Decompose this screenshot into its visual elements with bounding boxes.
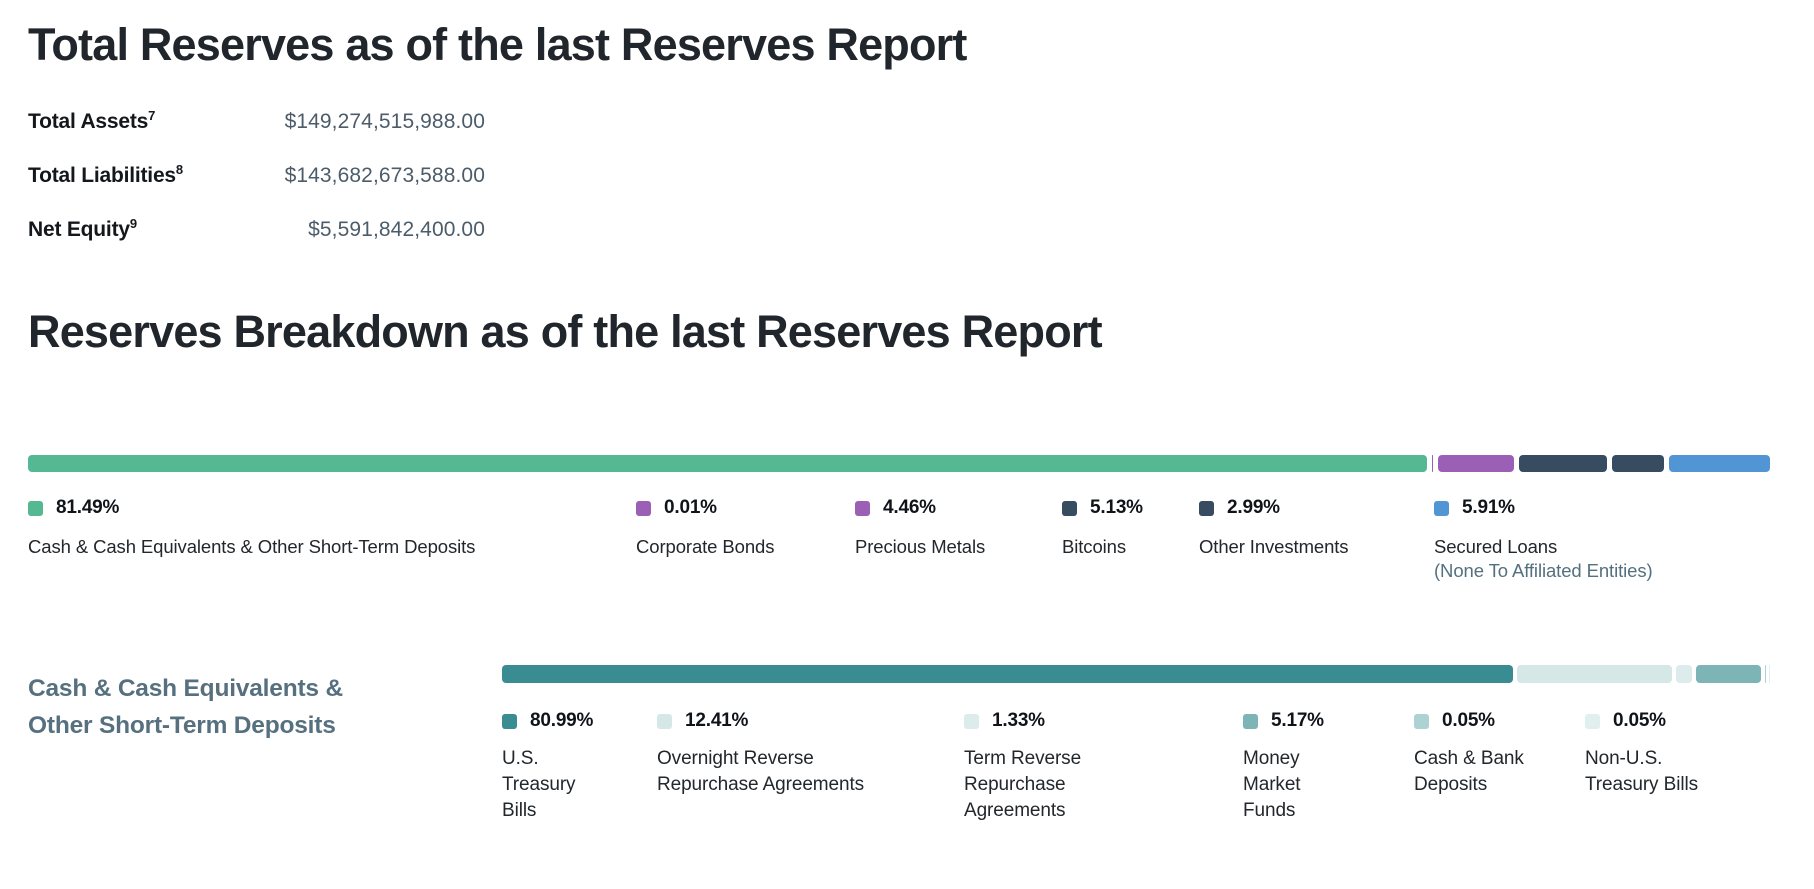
table-row: Net Equity9 $5,591,842,400.00 [28, 216, 1770, 249]
legend-sublabel: (None To Affiliated Entities) [1434, 560, 1653, 581]
stat-label-text: Net Equity [28, 218, 130, 241]
cash-equivalents-section: Cash & Cash Equivalents & Other Short-Te… [28, 665, 1770, 824]
legend-item-precious-metals: 4.46% Precious Metals [855, 497, 1062, 559]
bar-segment-term-reverse-repo[interactable] [1675, 665, 1693, 683]
legend-pct: 2.99% [1227, 497, 1280, 518]
legend-swatch-icon [636, 500, 651, 516]
legend-label: Precious Metals [855, 536, 986, 557]
legend-label: Other Investments [1199, 536, 1349, 557]
legend-pct-row: 5.17% [1243, 710, 1414, 732]
legend-pct: 80.99% [530, 710, 594, 731]
legend-swatch-icon [1434, 500, 1449, 516]
stat-label-text: Total Liabilities [28, 164, 176, 187]
legend-pct: 12.41% [685, 710, 749, 731]
legend-item-us-treasury-bills: 80.99% U.S. Treasury Bills [502, 710, 657, 824]
table-row: Total Assets7 $149,274,515,988.00 [28, 108, 1770, 141]
legend-item-money-market-funds: 5.17% Money Market Funds [1243, 710, 1414, 824]
legend-pct: 1.33% [992, 710, 1045, 731]
total-liabilities-label: Total Liabilities8 [28, 162, 235, 188]
legend-pct-row: 2.99% [1199, 497, 1434, 519]
legend-pct: 5.91% [1462, 497, 1515, 518]
legend-pct-row: 5.91% [1434, 497, 1653, 519]
legend-label: Bitcoins [1062, 536, 1126, 557]
legend-label: Term Reverse Repurchase Agreements [964, 748, 1082, 821]
total-assets-value: $149,274,515,988.00 [284, 110, 485, 133]
reserves-breakdown-legend: 81.49% Cash & Cash Equivalents & Other S… [28, 497, 1770, 583]
legend-label: Corporate Bonds [636, 536, 775, 557]
legend-swatch-icon [964, 713, 979, 729]
legend-swatch-icon [1199, 500, 1214, 516]
legend-pct: 0.01% [664, 497, 717, 518]
legend-pct: 0.05% [1613, 710, 1666, 731]
legend-pct: 5.13% [1090, 497, 1143, 518]
legend-label: U.S. Treasury Bills [502, 748, 576, 821]
legend-swatch-icon [1585, 713, 1600, 729]
legend-swatch-icon [502, 713, 517, 729]
reserves-page: Total Reserves as of the last Reserves R… [28, 19, 1770, 824]
bar-segment-cash-equivalents[interactable] [28, 455, 1428, 472]
legend-label: Secured Loans [1434, 536, 1558, 557]
net-equity-value: $5,591,842,400.00 [308, 218, 485, 241]
legend-pct-row: 1.33% [964, 710, 1243, 732]
legend-pct-row: 80.99% [502, 710, 657, 732]
bar-segment-non-us-treasury-bills[interactable] [1769, 665, 1770, 683]
legend-item-non-us-treasury-bills: 0.05% Non-U.S. Treasury Bills [1585, 710, 1698, 798]
legend-item-cash-bank-deposits: 0.05% Cash & Bank Deposits [1414, 710, 1585, 798]
bar-segment-other-investments[interactable] [1612, 455, 1664, 472]
legend-swatch-icon [1414, 713, 1429, 729]
legend-pct: 4.46% [883, 497, 936, 518]
footnote-ref: 7 [148, 108, 156, 123]
legend-pct-row: 0.05% [1585, 710, 1698, 732]
legend-label: Overnight Reverse Repurchase Agreements [657, 748, 865, 795]
bar-segment-money-market-funds[interactable] [1696, 665, 1761, 683]
bar-segment-precious-metals[interactable] [1437, 455, 1515, 472]
legend-pct-row: 4.46% [855, 497, 1062, 519]
legend-item-other-investments: 2.99% Other Investments [1199, 497, 1434, 559]
bar-segment-bitcoins[interactable] [1519, 455, 1608, 472]
legend-swatch-icon [28, 500, 43, 516]
footnote-ref: 8 [175, 162, 183, 177]
total-liabilities-value: $143,682,673,588.00 [284, 164, 485, 187]
total-assets-label: Total Assets7 [28, 108, 235, 134]
legend-item-term-reverse-repo: 1.33% Term Reverse Repurchase Agreements [964, 710, 1243, 824]
legend-item-corporate-bonds: 0.01% Corporate Bonds [636, 497, 855, 559]
legend-pct-row: 12.41% [657, 710, 964, 732]
legend-item-secured-loans: 5.91% Secured Loans (None To Affiliated … [1434, 497, 1653, 583]
totals-table: Total Assets7 $149,274,515,988.00 Total … [28, 108, 1770, 249]
total-reserves-title: Total Reserves as of the last Reserves R… [28, 19, 967, 70]
bar-segment-us-treasury-bills[interactable] [502, 665, 1513, 683]
legend-pct-row: 81.49% [28, 497, 636, 519]
table-row: Total Liabilities8 $143,682,673,588.00 [28, 162, 1770, 195]
legend-label: Cash & Bank Deposits [1414, 748, 1524, 795]
footnote-ref: 9 [129, 216, 137, 231]
stat-label-text: Total Assets [28, 110, 149, 133]
net-equity-label: Net Equity9 [28, 216, 235, 242]
legend-swatch-icon [1243, 713, 1258, 729]
cash-equivalents-section-left: Cash & Cash Equivalents & Other Short-Te… [28, 665, 502, 824]
bar-segment-cash-bank-deposits[interactable] [1764, 665, 1766, 683]
legend-label: Cash & Cash Equivalents & Other Short-Te… [28, 536, 476, 557]
legend-pct-row: 5.13% [1062, 497, 1199, 519]
reserves-breakdown-bar [28, 455, 1770, 472]
legend-pct: 0.05% [1442, 710, 1495, 731]
legend-swatch-icon [855, 500, 870, 516]
cash-equivalents-legend: 80.99% U.S. Treasury Bills 12.41% Overni… [502, 710, 1770, 824]
legend-pct: 81.49% [56, 497, 120, 518]
legend-item-cash-equivalents: 81.49% Cash & Cash Equivalents & Other S… [28, 497, 636, 559]
bar-segment-secured-loans[interactable] [1668, 455, 1770, 472]
bar-segment-overnight-reverse-repo[interactable] [1516, 665, 1672, 683]
cash-equivalents-section-right: 80.99% U.S. Treasury Bills 12.41% Overni… [502, 665, 1770, 824]
cash-equivalents-bar [502, 665, 1770, 683]
legend-swatch-icon [1062, 500, 1077, 516]
reserves-breakdown-title: Reserves Breakdown as of the last Reserv… [28, 306, 1103, 357]
legend-pct-row: 0.01% [636, 497, 855, 519]
legend-item-bitcoins: 5.13% Bitcoins [1062, 497, 1199, 559]
legend-pct-row: 0.05% [1414, 710, 1585, 732]
legend-pct: 5.17% [1271, 710, 1324, 731]
legend-item-overnight-reverse-repo: 12.41% Overnight Reverse Repurchase Agre… [657, 710, 964, 798]
cash-equivalents-title: Cash & Cash Equivalents & Other Short-Te… [28, 675, 343, 739]
legend-swatch-icon [657, 713, 672, 729]
legend-label: Non-U.S. Treasury Bills [1585, 748, 1698, 795]
legend-label: Money Market Funds [1243, 748, 1301, 821]
